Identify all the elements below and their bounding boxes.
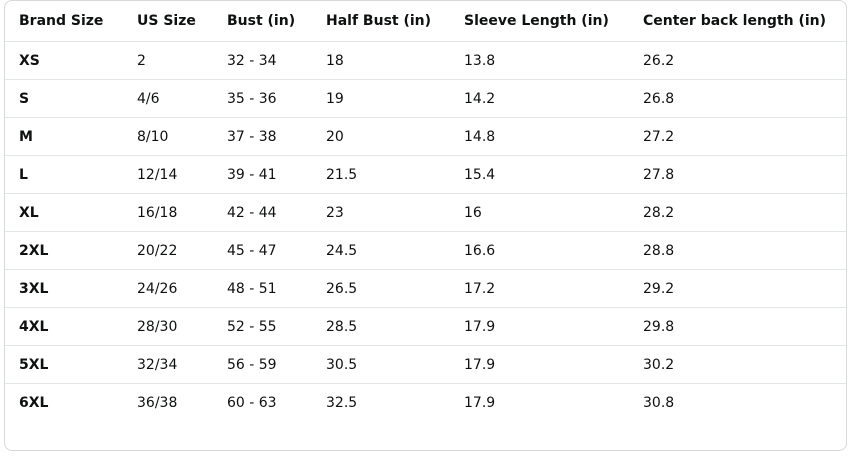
table-cell: XS — [5, 41, 123, 80]
table-row: 4XL 28/30 52 - 55 28.5 17.9 29.8 — [5, 307, 846, 346]
table-cell: 19 — [312, 79, 450, 118]
table-row: 5XL 32/34 56 - 59 30.5 17.9 30.2 — [5, 345, 846, 384]
table-row: 6XL 36/38 60 - 63 32.5 17.9 30.8 — [5, 383, 846, 421]
table-cell: 28.8 — [629, 231, 846, 270]
table-row: 2XL 20/22 45 - 47 24.5 16.6 28.8 — [5, 231, 846, 270]
table-cell: 26.5 — [312, 269, 450, 308]
table-cell: 29.2 — [629, 269, 846, 308]
table-cell: 4XL — [5, 307, 123, 346]
table-row: XS 2 32 - 34 18 13.8 26.2 — [5, 41, 846, 80]
table-cell: 32 - 34 — [213, 41, 312, 80]
table-cell: 32.5 — [312, 383, 450, 421]
table-cell: 17.9 — [450, 383, 629, 421]
table-cell: 17.2 — [450, 269, 629, 308]
table-cell: 6XL — [5, 383, 123, 421]
table-cell: 3XL — [5, 269, 123, 308]
table-cell: 17.9 — [450, 345, 629, 384]
table-cell: 30.5 — [312, 345, 450, 384]
header-row: Brand Size US Size Bust (in) Half Bust (in)… — [5, 1, 846, 42]
table-cell: 20 — [312, 117, 450, 156]
table-row: L 12/14 39 - 41 21.5 15.4 27.8 — [5, 155, 846, 194]
table-cell: M — [5, 117, 123, 156]
column-header: Half Bust (in) — [326, 13, 432, 29]
table-cell: 2 — [123, 41, 213, 80]
table-cell: 29.8 — [629, 307, 846, 346]
table-cell: 18 — [312, 41, 450, 80]
column-header: Brand Size — [19, 13, 104, 29]
size-table: Brand Size US Size Bust (in) Half Bust (in)… — [5, 1, 846, 421]
table-cell: 16.6 — [450, 231, 629, 270]
table-cell: 28.5 — [312, 307, 450, 346]
table-cell: 20/22 — [123, 231, 213, 270]
table-cell: 27.8 — [629, 155, 846, 194]
table-cell: 23 — [312, 193, 450, 232]
table-cell: 45 - 47 — [213, 231, 312, 270]
table-cell: XL — [5, 193, 123, 232]
table-cell: 39 - 41 — [213, 155, 312, 194]
table-cell: 30.2 — [629, 345, 846, 384]
column-header: US Size — [137, 13, 196, 29]
column-header: Center back length (in) — [643, 13, 827, 29]
table-row: XL 16/18 42 - 44 23 16 28.2 — [5, 193, 846, 232]
table-cell: 26.2 — [629, 41, 846, 80]
table-cell: 4/6 — [123, 79, 213, 118]
table-cell: 48 - 51 — [213, 269, 312, 308]
table-cell: 15.4 — [450, 155, 629, 194]
table-cell: 52 - 55 — [213, 307, 312, 346]
table-cell: 28.2 — [629, 193, 846, 232]
table-cell: 14.2 — [450, 79, 629, 118]
table-cell: 12/14 — [123, 155, 213, 194]
table-cell: 2XL — [5, 231, 123, 270]
table-cell: 24.5 — [312, 231, 450, 270]
column-header: Sleeve Length (in) — [464, 13, 609, 29]
table-cell: 37 - 38 — [213, 117, 312, 156]
table-cell: 8/10 — [123, 117, 213, 156]
table-cell: 16/18 — [123, 193, 213, 232]
table-cell: 28/30 — [123, 307, 213, 346]
table-cell: 26.8 — [629, 79, 846, 118]
table-row: M 8/10 37 - 38 20 14.8 27.2 — [5, 117, 846, 156]
table-cell: 5XL — [5, 345, 123, 384]
table-cell: 42 - 44 — [213, 193, 312, 232]
table-cell: L — [5, 155, 123, 194]
table-cell: 21.5 — [312, 155, 450, 194]
table-cell: 27.2 — [629, 117, 846, 156]
table-body: XS 2 32 - 34 18 13.8 26.2 S 4/6 35 - 36 19 14.2 26.… — [5, 41, 846, 421]
table-row: S 4/6 35 - 36 19 14.2 26.8 — [5, 79, 846, 118]
table-cell: S — [5, 79, 123, 118]
table-cell: 30.8 — [629, 383, 846, 421]
table-cell: 32/34 — [123, 345, 213, 384]
table-cell: 13.8 — [450, 41, 629, 80]
table-cell: 16 — [450, 193, 629, 232]
table-cell: 24/26 — [123, 269, 213, 308]
table-cell: 35 - 36 — [213, 79, 312, 118]
table-cell: 60 - 63 — [213, 383, 312, 421]
table-cell: 36/38 — [123, 383, 213, 421]
table-cell: 14.8 — [450, 117, 629, 156]
column-header: Bust (in) — [227, 13, 296, 29]
table-row: 3XL 24/26 48 - 51 26.5 17.2 29.2 — [5, 269, 846, 308]
table-cell: 17.9 — [450, 307, 629, 346]
table-cell: 56 - 59 — [213, 345, 312, 384]
size-chart: Brand Size US Size Bust (in) Half Bust (in)… — [4, 0, 847, 451]
